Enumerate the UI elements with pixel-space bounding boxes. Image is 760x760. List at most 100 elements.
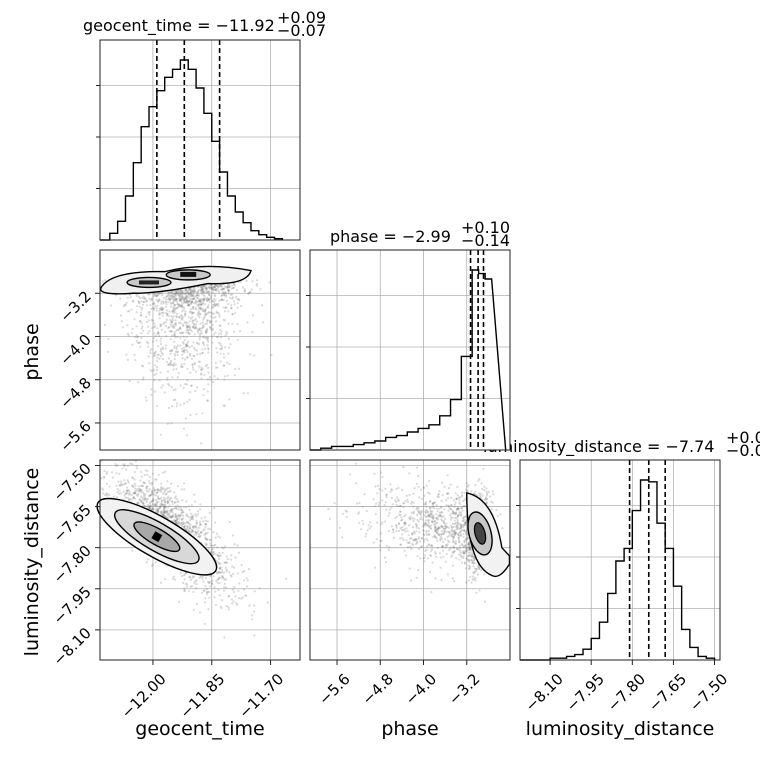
scatter-point-geocent-phase-1578 xyxy=(173,345,176,348)
scatter-point-geocent-phase-852 xyxy=(175,316,179,319)
scatter-point-geocent-phase-288 xyxy=(207,383,210,386)
scatter-point-geocent-phase-933 xyxy=(170,305,173,308)
scatter-point-geocent-phase-1354 xyxy=(145,304,149,307)
scatter-point-geocent-lumdist-1409 xyxy=(150,483,153,486)
scatter-point-geocent-phase-396 xyxy=(155,294,158,298)
scatter-point-phase-lumdist-1468 xyxy=(452,530,455,533)
scatter-point-geocent-lumdist-343 xyxy=(188,522,191,525)
scatter-point-geocent-phase-772 xyxy=(169,301,172,304)
scatter-point-phase-lumdist-988 xyxy=(447,531,450,534)
scatter-point-geocent-lumdist-1594 xyxy=(223,578,226,581)
scatter-point-phase-lumdist-21 xyxy=(420,497,424,500)
scatter-point-geocent-phase-729 xyxy=(147,332,150,335)
scatter-point-geocent-lumdist-1010 xyxy=(228,571,231,574)
scatter-point-geocent-phase-343 xyxy=(192,319,195,322)
scatter-point-geocent-phase-1349 xyxy=(187,291,190,295)
scatter-point-phase-lumdist-462 xyxy=(451,564,454,567)
scatter-point-geocent-lumdist-1052 xyxy=(202,520,205,523)
scatter-point-phase-lumdist-1196 xyxy=(367,524,370,527)
scatter-point-phase-lumdist-716 xyxy=(440,499,443,502)
scatter-point-geocent-lumdist-1254 xyxy=(153,493,156,496)
scatter-point-geocent-lumdist-420 xyxy=(227,608,230,611)
scatter-point-phase-lumdist-1508 xyxy=(441,481,444,484)
scatter-point-geocent-phase-221 xyxy=(158,292,161,295)
scatter-point-geocent-phase-1401 xyxy=(196,294,199,297)
scatter-point-geocent-phase-177 xyxy=(192,290,196,293)
scatter-point-geocent-lumdist-893 xyxy=(223,636,226,639)
scatter-point-geocent-lumdist-818 xyxy=(103,476,106,479)
scatter-point-geocent-lumdist-1541 xyxy=(237,551,240,554)
scatter-point-geocent-lumdist-787 xyxy=(193,533,196,536)
scatter-point-geocent-phase-210 xyxy=(184,310,187,313)
scatter-point-geocent-phase-649 xyxy=(206,290,209,294)
scatter-point-geocent-phase-901 xyxy=(189,354,192,357)
scatter-point-geocent-lumdist-0 xyxy=(147,558,150,561)
scatter-point-geocent-phase-111 xyxy=(175,315,178,318)
scatter-point-geocent-phase-550 xyxy=(199,327,202,330)
scatter-point-phase-lumdist-961 xyxy=(466,534,469,537)
scatter-point-geocent-phase-202 xyxy=(153,292,156,296)
scatter-point-geocent-phase-1518 xyxy=(201,351,204,354)
scatter-point-geocent-phase-957 xyxy=(227,289,230,292)
scatter-point-geocent-phase-1285 xyxy=(182,386,185,389)
scatter-point-phase-lumdist-1446 xyxy=(466,485,469,488)
scatter-point-geocent-phase-1364 xyxy=(181,291,184,294)
scatter-point-geocent-phase-94 xyxy=(184,383,187,386)
scatter-point-geocent-phase-1278 xyxy=(201,303,204,306)
scatter-point-geocent-phase-6 xyxy=(225,295,228,298)
scatter-point-geocent-phase-70 xyxy=(214,331,217,334)
scatter-point-geocent-phase-411 xyxy=(175,291,178,294)
scatter-point-geocent-phase-963 xyxy=(170,321,173,324)
scatter-point-phase-lumdist-984 xyxy=(399,504,402,507)
scatter-point-geocent-phase-19 xyxy=(173,325,176,328)
title-luminosity-distance-sub: −0.07 xyxy=(726,441,760,460)
scatter-point-phase-lumdist-1585 xyxy=(446,573,449,576)
scatter-point-geocent-phase-712 xyxy=(140,327,143,330)
scatter-point-phase-lumdist-1445 xyxy=(444,538,447,541)
scatter-point-phase-lumdist-1437 xyxy=(437,493,440,496)
scatter-point-geocent-lumdist-1303 xyxy=(203,601,207,604)
scatter-point-geocent-phase-930 xyxy=(190,300,193,303)
scatter-point-geocent-phase-1532 xyxy=(186,342,189,345)
scatter-point-phase-lumdist-100 xyxy=(477,573,480,576)
scatter-point-geocent-phase-1127 xyxy=(119,297,122,300)
scatter-point-geocent-lumdist-64 xyxy=(157,509,160,512)
scatter-point-geocent-phase-1337 xyxy=(158,357,161,360)
scatter-point-geocent-phase-950 xyxy=(174,354,177,357)
scatter-point-geocent-phase-731 xyxy=(225,306,228,309)
scatter-point-phase-lumdist-355 xyxy=(403,549,406,552)
scatter-point-geocent-phase-1299 xyxy=(196,312,199,315)
xlabel-phase: phase xyxy=(381,718,438,740)
panel-geocent-phase xyxy=(99,249,301,451)
scatter-point-phase-lumdist-657 xyxy=(456,485,459,489)
scatter-point-geocent-lumdist-297 xyxy=(237,572,240,575)
scatter-point-geocent-lumdist-170 xyxy=(207,608,210,611)
scatter-point-geocent-phase-1320 xyxy=(229,343,232,346)
scatter-point-geocent-phase-1526 xyxy=(203,373,206,376)
scatter-point-geocent-lumdist-1452 xyxy=(198,520,202,524)
scatter-point-geocent-phase-1267 xyxy=(179,365,182,368)
scatter-point-phase-lumdist-1178 xyxy=(374,513,377,516)
scatter-point-phase-lumdist-851 xyxy=(431,510,434,513)
scatter-point-geocent-phase-1024 xyxy=(185,295,188,298)
scatter-point-geocent-lumdist-319 xyxy=(231,572,235,576)
scatter-point-phase-lumdist-1234 xyxy=(464,545,467,548)
scatter-point-geocent-lumdist-844 xyxy=(228,520,231,524)
scatter-point-phase-lumdist-945 xyxy=(426,557,430,560)
scatter-point-phase-lumdist-1259 xyxy=(430,591,433,594)
scatter-point-phase-lumdist-58 xyxy=(485,487,488,490)
scatter-point-geocent-phase-801 xyxy=(174,308,177,311)
scatter-point-phase-lumdist-1581 xyxy=(453,546,456,550)
scatter-point-geocent-phase-1522 xyxy=(212,285,215,288)
scatter-point-geocent-lumdist-1464 xyxy=(192,608,195,612)
scatter-point-geocent-phase-1446 xyxy=(140,336,143,339)
scatter-point-geocent-lumdist-1510 xyxy=(106,492,109,495)
scatter-point-geocent-phase-1429 xyxy=(174,297,177,300)
scatter-point-geocent-phase-388 xyxy=(153,378,156,382)
scatter-point-geocent-phase-535 xyxy=(171,297,174,300)
scatter-point-geocent-phase-906 xyxy=(191,363,194,366)
scatter-point-geocent-phase-1206 xyxy=(243,289,246,292)
scatter-point-geocent-lumdist-427 xyxy=(126,496,129,499)
scatter-point-geocent-phase-1145 xyxy=(172,315,175,318)
scatter-point-geocent-lumdist-156 xyxy=(204,597,207,600)
